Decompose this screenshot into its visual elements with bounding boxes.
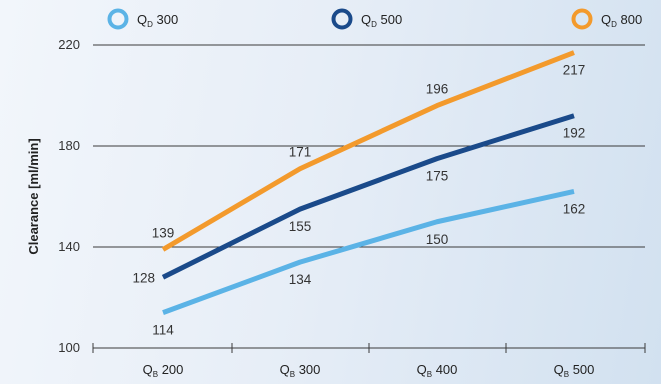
legend-marker [107, 8, 129, 30]
data-label: 171 [289, 145, 312, 160]
data-label: 155 [289, 219, 312, 234]
data-label: 162 [563, 201, 586, 216]
data-label: 114 [152, 323, 174, 338]
x-tick-label: QB 400 [417, 362, 458, 379]
data-label: 134 [289, 272, 312, 287]
data-label: 192 [563, 126, 586, 141]
data-label: 217 [563, 63, 586, 78]
y-tick-label: 140 [58, 239, 80, 254]
y-tick-label: 220 [58, 37, 80, 52]
y-tick-label: 180 [58, 138, 80, 153]
data-label: 139 [152, 226, 175, 241]
y-tick-label: 100 [58, 340, 80, 355]
legend-entry: QD 800 [601, 12, 642, 29]
y-axis-title: Clearance [ml/min] [26, 138, 41, 254]
legend-marker [571, 8, 593, 30]
data-label: 196 [426, 82, 449, 97]
series-line-500 [161, 113, 575, 280]
x-tick-label: QB 200 [143, 362, 184, 379]
legend-entry: QD 500 [361, 12, 402, 29]
series-line-300 [162, 189, 575, 315]
data-label: 128 [132, 270, 155, 285]
data-label: 175 [426, 169, 449, 184]
series-line-800 [161, 50, 575, 252]
legend-entry: QD 300 [137, 12, 178, 29]
x-tick-label: QB 300 [280, 362, 321, 379]
data-label: 150 [426, 232, 449, 247]
legend-marker [331, 8, 353, 30]
x-tick-label: QB 500 [554, 362, 595, 379]
